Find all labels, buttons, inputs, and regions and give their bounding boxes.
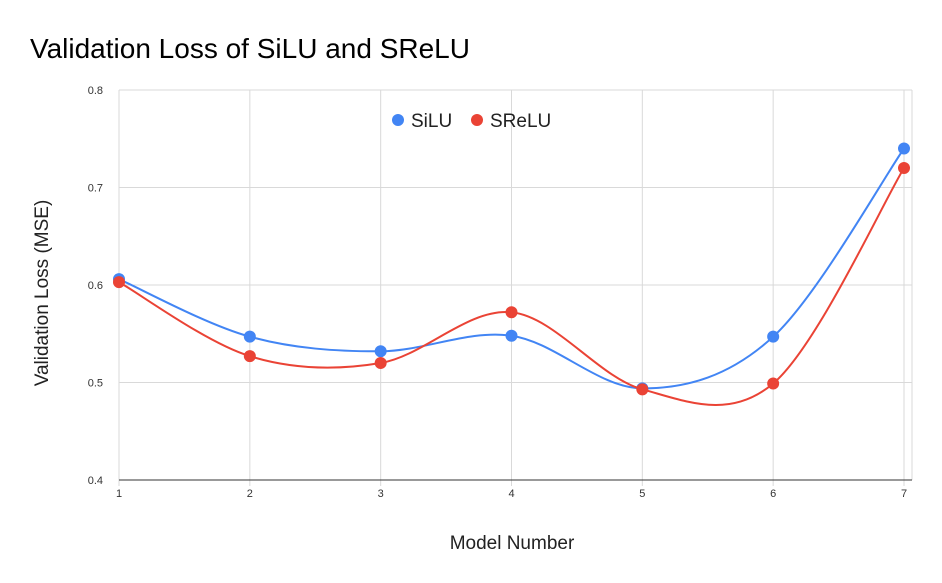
y-tick-label: 0.5 — [88, 378, 103, 390]
series-layer — [113, 142, 910, 406]
y-tick-label: 0.6 — [88, 280, 103, 292]
data-point-silu — [374, 345, 387, 358]
x-axis-title: Model Number — [450, 533, 575, 554]
x-tick-label: 4 — [508, 488, 514, 500]
x-tick-label: 6 — [770, 488, 776, 500]
y-axis-ticks: 0.4 0.5 0.6 0.7 0.8 — [88, 85, 103, 487]
data-point-srelu — [767, 377, 780, 390]
x-tick-label: 3 — [378, 488, 384, 500]
data-point-silu — [505, 329, 518, 342]
x-tick-label: 2 — [247, 488, 253, 500]
data-point-srelu — [636, 383, 649, 396]
x-axis-ticks: 1 2 3 4 5 6 7 — [116, 488, 907, 500]
legend-label-srelu: SReLU — [490, 111, 551, 132]
data-point-srelu — [113, 276, 125, 289]
y-tick-label: 0.7 — [88, 183, 103, 195]
legend-marker-silu — [392, 114, 404, 126]
data-point-srelu — [243, 350, 256, 363]
legend-label-silu: SiLU — [411, 111, 452, 132]
legend-marker-srelu — [471, 114, 483, 126]
x-tick-label: 5 — [639, 488, 645, 500]
gridlines — [118, 89, 913, 486]
y-tick-label: 0.8 — [88, 85, 103, 97]
data-point-srelu — [898, 162, 910, 174]
data-point-srelu — [374, 357, 387, 369]
y-axis-title: Validation Loss (MSE) — [32, 200, 53, 387]
x-tick-label: 1 — [116, 488, 122, 500]
data-point-silu — [898, 142, 910, 155]
y-tick-label: 0.4 — [88, 475, 103, 487]
data-point-srelu — [505, 306, 518, 319]
legend: SiLU SReLU — [392, 111, 551, 132]
data-point-silu — [243, 330, 256, 343]
x-tick-label: 7 — [901, 488, 907, 500]
data-point-silu — [767, 330, 780, 343]
chart-title: Validation Loss of SiLU and SReLU — [30, 33, 470, 64]
